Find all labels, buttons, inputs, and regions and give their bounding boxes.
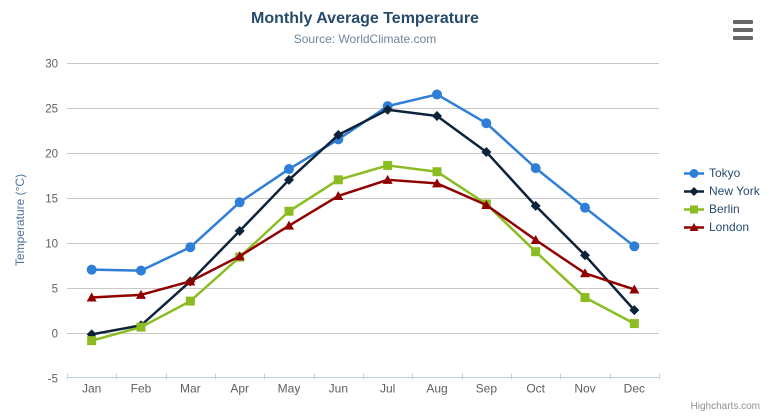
- circle-marker: [432, 89, 442, 100]
- circle-marker: [86, 264, 97, 275]
- diamond-marker: [481, 146, 492, 157]
- legend-label: Tokyo: [709, 166, 741, 180]
- circle-marker: [689, 168, 699, 178]
- diamond-marker: [530, 200, 541, 211]
- square-marker: [690, 205, 698, 213]
- x-axis-tick-label: Mar: [180, 382, 201, 396]
- triangle-marker: [382, 174, 393, 184]
- export-menu-button[interactable]: [730, 18, 756, 42]
- legend-item-berlin[interactable]: Berlin: [684, 202, 760, 216]
- hamburger-icon: [733, 20, 753, 40]
- diamond-marker: [629, 305, 640, 316]
- diamond-marker: [234, 226, 245, 237]
- credits-link[interactable]: Highcharts.com: [690, 401, 760, 412]
- triangle-marker: [333, 190, 344, 200]
- circle-marker: [530, 163, 541, 174]
- chart-title: Monthly Average Temperature: [251, 10, 479, 27]
- x-axis-tick-label: Apr: [230, 382, 249, 396]
- x-axis-tick-label: Jun: [329, 382, 348, 396]
- diamond-marker: [382, 104, 393, 115]
- diamond-marker: [284, 174, 294, 185]
- triangle-marker: [629, 284, 640, 294]
- circle-marker: [481, 118, 492, 129]
- diamond-marker: [580, 250, 590, 261]
- y-axis-tick-label: 10: [45, 239, 58, 251]
- y-axis-tick-label: 0: [52, 329, 58, 341]
- legend-item-new-york[interactable]: New York: [684, 184, 760, 198]
- legend-square-icon: [684, 205, 704, 213]
- y-axis-tick-label: 20: [45, 149, 58, 161]
- square-marker: [87, 336, 97, 346]
- series-line: [90, 108, 636, 336]
- legend-triangle-icon: [684, 222, 704, 231]
- circle-marker: [136, 265, 146, 276]
- square-marker: [629, 319, 639, 329]
- x-axis-tick-label: Dec: [624, 382, 645, 396]
- square-marker: [383, 160, 393, 170]
- x-axis-tick-label: Jan: [82, 382, 101, 396]
- triangle-marker: [284, 220, 294, 230]
- x-axis-tick-label: Oct: [526, 382, 545, 396]
- square-marker: [531, 247, 541, 257]
- diamond-marker: [333, 129, 344, 140]
- circle-marker: [629, 241, 640, 252]
- triangle-marker: [689, 222, 699, 231]
- y-axis-tick-label: 15: [45, 194, 58, 206]
- x-axis-tick-label: May: [278, 382, 301, 396]
- legend-diamond-icon: [684, 186, 704, 196]
- x-axis-tick-label: Sep: [476, 382, 498, 396]
- x-axis-tick-label: Aug: [426, 382, 447, 396]
- legend-item-tokyo[interactable]: Tokyo: [684, 166, 760, 180]
- legend-item-london[interactable]: London: [684, 220, 760, 234]
- circle-marker: [284, 164, 294, 175]
- x-axis-tick-label: Nov: [574, 382, 595, 396]
- triangle-marker: [136, 289, 146, 299]
- series-tokyo[interactable]: [86, 89, 640, 276]
- triangle-marker: [530, 235, 541, 245]
- chart-subtitle: Source: WorldClimate.com: [293, 32, 437, 46]
- x-axis-tick-label: Feb: [131, 382, 152, 396]
- series-new-york[interactable]: [86, 104, 640, 340]
- series-line: [90, 93, 636, 272]
- circle-marker: [580, 202, 590, 213]
- triangle-marker: [86, 292, 97, 302]
- legend-circle-icon: [684, 168, 704, 178]
- square-marker: [284, 206, 294, 216]
- circle-marker: [234, 197, 245, 208]
- series-line: [90, 164, 636, 342]
- series-line: [90, 178, 636, 299]
- x-axis-tick-label: Jul: [380, 382, 395, 396]
- legend-label: Berlin: [709, 202, 740, 216]
- diamond-marker: [432, 111, 442, 122]
- triangle-marker: [580, 268, 590, 278]
- legend-label: New York: [709, 184, 760, 198]
- legend-label: London: [709, 220, 750, 234]
- y-axis-tick-label: -5: [48, 374, 58, 386]
- y-axis-title: Temperature (°C): [13, 173, 27, 267]
- triangle-marker: [481, 199, 492, 209]
- triangle-marker: [234, 251, 245, 261]
- diamond-marker: [689, 186, 699, 196]
- square-marker: [136, 322, 146, 332]
- y-axis-tick-label: 30: [45, 59, 58, 71]
- circle-marker: [185, 242, 196, 253]
- series-london[interactable]: [86, 174, 640, 302]
- square-marker: [432, 167, 442, 177]
- y-axis-tick-label: 5: [52, 284, 58, 296]
- triangle-marker: [432, 178, 442, 188]
- y-axis-tick-label: 25: [45, 104, 58, 116]
- legend: Tokyo New York Berlin London: [684, 166, 760, 238]
- square-marker: [580, 293, 590, 303]
- triangle-marker: [185, 276, 196, 286]
- square-marker: [333, 175, 343, 185]
- square-marker: [185, 296, 195, 306]
